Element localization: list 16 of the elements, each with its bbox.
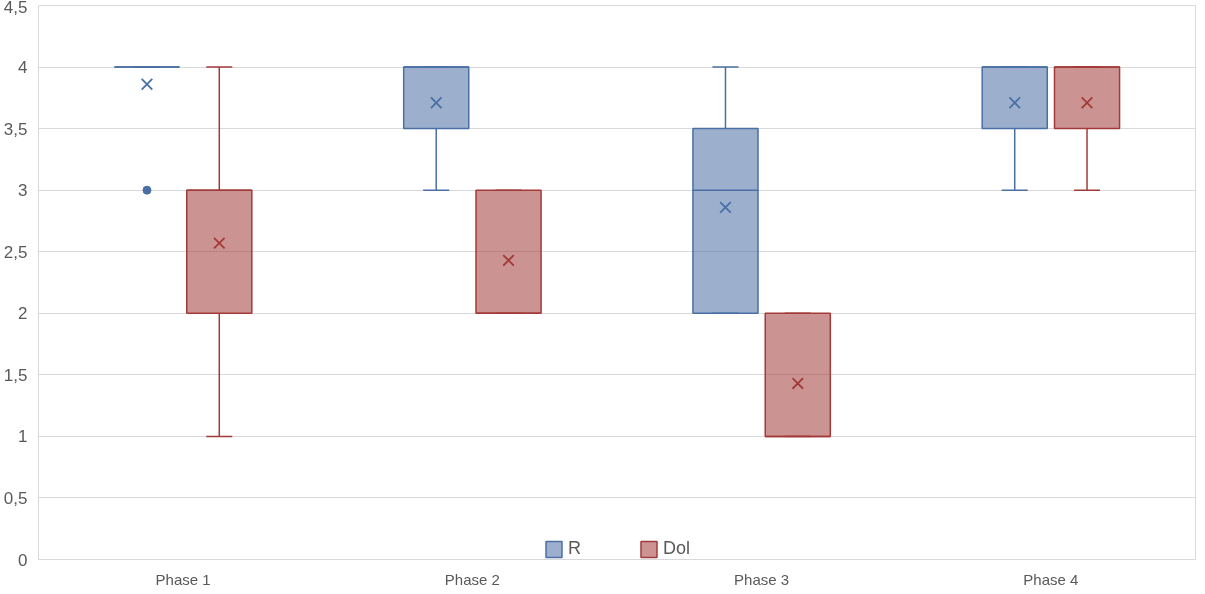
x-tick-label: Phase 1 — [155, 570, 211, 588]
y-tick-label: 3 — [18, 181, 28, 201]
legend-label: Dol — [662, 538, 691, 559]
y-tick-label: 4 — [18, 58, 28, 78]
y-tick-label: 2,5 — [3, 242, 28, 262]
y-tick-label: 1 — [18, 427, 28, 447]
y-tick-label: 4,5 — [3, 0, 28, 17]
y-tick-label: 3,5 — [3, 119, 28, 139]
y-tick-label: 1,5 — [3, 365, 28, 385]
y-tick-label: 2 — [18, 304, 28, 324]
y-tick-label: 0,5 — [3, 488, 28, 508]
legend-label: R — [567, 538, 582, 559]
x-tick-label: Phase 2 — [444, 570, 500, 588]
x-tick-label: Phase 3 — [734, 570, 790, 588]
y-tick-label: 0 — [18, 550, 28, 570]
x-tick-label: Phase 4 — [1023, 570, 1079, 588]
